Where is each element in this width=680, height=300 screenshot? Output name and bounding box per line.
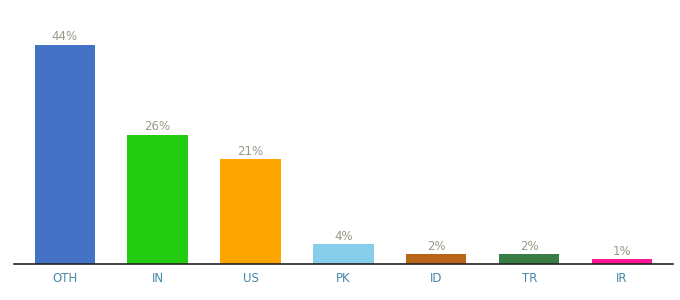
Text: 44%: 44% (52, 30, 78, 44)
Bar (406, 254, 466, 264)
Text: 26%: 26% (145, 120, 171, 133)
Bar (592, 259, 652, 264)
Bar (127, 134, 188, 264)
Bar (35, 45, 95, 264)
Text: 2%: 2% (427, 239, 445, 253)
Text: 2%: 2% (520, 239, 539, 253)
Bar (499, 254, 560, 264)
Bar (220, 159, 281, 264)
Text: 4%: 4% (334, 230, 353, 243)
Text: 21%: 21% (237, 145, 264, 158)
Bar (313, 244, 373, 264)
Text: 1%: 1% (613, 244, 632, 257)
